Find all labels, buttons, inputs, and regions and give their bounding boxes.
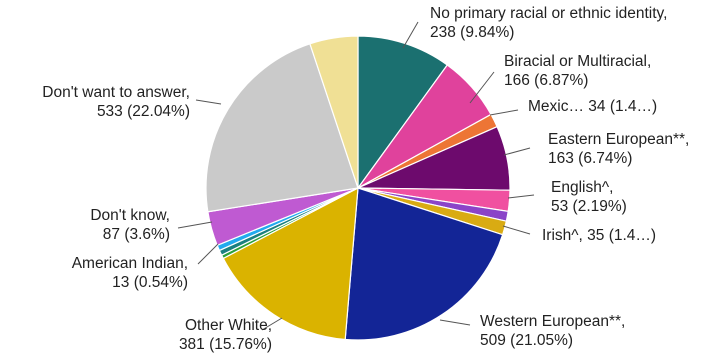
slice-label-line: Don't know, (90, 207, 170, 224)
slice-label: Irish^, 35 (1.4…) (542, 227, 656, 244)
pie-slice[interactable] (205, 43, 359, 213)
slice-label: Eastern European**, 163 (6.74%) (548, 131, 689, 167)
slice-label-line: 53 (2.19%) (551, 198, 627, 215)
slice-label-line: Don't want to answer, (42, 84, 190, 101)
slice-label-line: 238 (9.84%) (430, 24, 514, 41)
pie-slice[interactable] (357, 35, 449, 190)
slice-label: Mexic… 34 (1.4…) (528, 98, 657, 115)
pie-slice[interactable] (309, 35, 359, 189)
slice-label: Biracial or Multiracial, 166 (6.87%) (504, 53, 651, 89)
leader-line (195, 99, 222, 105)
pie-slices (205, 35, 511, 341)
leader-line (439, 319, 471, 326)
slice-label: No primary racial or ethnic identity, 238… (430, 5, 667, 41)
leader-line (197, 243, 219, 265)
slice-label-line: 509 (21.05%) (480, 332, 573, 349)
slice-label-line: 533 (22.04%) (97, 103, 190, 120)
pie-slice[interactable] (344, 187, 504, 341)
slice-label-line: 163 (6.74%) (548, 150, 632, 167)
leader-line (261, 317, 283, 331)
slice-label-line: American Indian, (72, 255, 188, 272)
leader-line (507, 194, 535, 199)
slice-label-line: No primary racial or ethnic identity, (430, 5, 667, 22)
leader-line (502, 225, 531, 235)
leader-line (402, 21, 419, 49)
leader-line (469, 71, 495, 104)
slice-label-line: 87 (3.6%) (103, 226, 170, 243)
slice-label: Other White, 381 (15.76%) (179, 317, 272, 353)
leader-line (177, 221, 213, 229)
slice-label-line: 166 (6.87%) (504, 72, 588, 89)
slice-label: English^, 53 (2.19%) (551, 179, 627, 215)
slice-label-line: Irish^, 35 (1.4…) (542, 227, 656, 244)
slice-label: Don't know, 87 (3.6%) (90, 207, 170, 243)
slice-label-line: Mexic… 34 (1.4…) (528, 98, 657, 115)
slice-label-line: Other White, (185, 317, 272, 334)
leader-line (503, 147, 531, 156)
slice-labels: No primary racial or ethnic identity, 238… (42, 5, 689, 353)
slice-label-line: Western European**, (480, 313, 625, 330)
slice-label: Western European**, 509 (21.05%) (480, 313, 625, 349)
slice-label: American Indian, 13 (0.54%) (72, 255, 188, 291)
leader-line (489, 109, 519, 116)
slice-label-line: 13 (0.54%) (112, 274, 188, 291)
slice-label-line: English^, (551, 179, 613, 196)
slice-label-line: Eastern European**, (548, 131, 689, 148)
slice-label: Don't want to answer, 533 (22.04%) (42, 84, 190, 120)
slice-label-line: 381 (15.76%) (179, 336, 272, 353)
pie-slice[interactable] (222, 186, 359, 341)
slice-label-line: Biracial or Multiracial, (504, 53, 651, 70)
